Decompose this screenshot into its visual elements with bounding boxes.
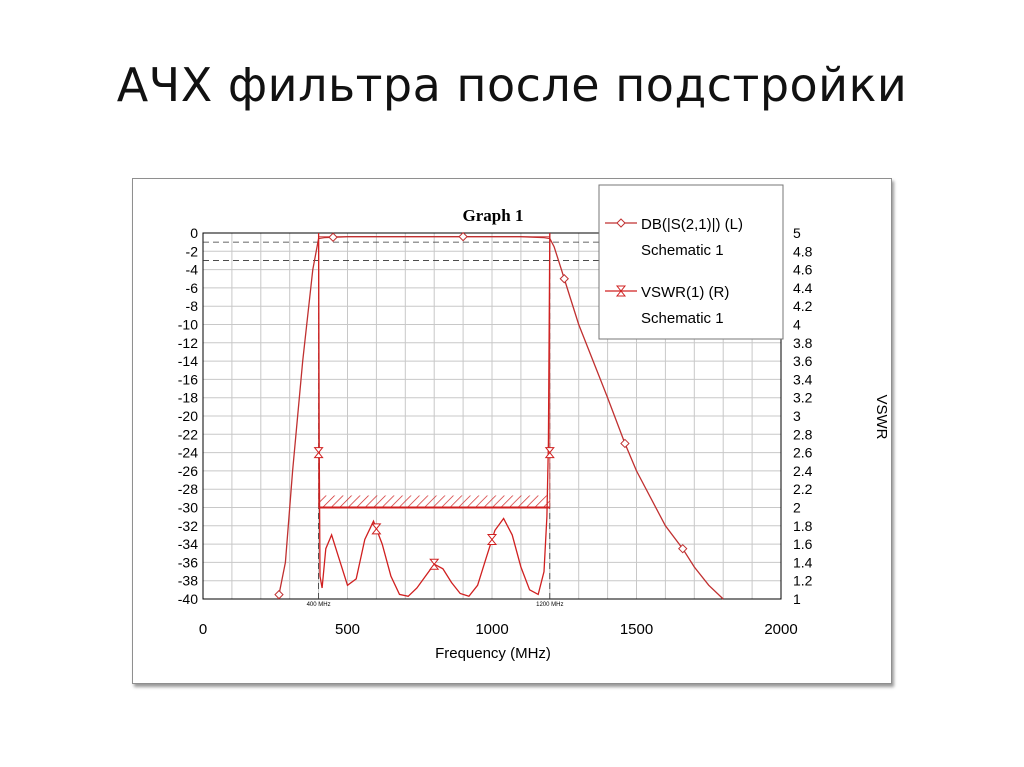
y-right-tick-label: 3.8: [793, 335, 813, 351]
y-right-tick-label: 2.2: [793, 481, 813, 497]
y-right-tick-label: 2: [793, 500, 801, 516]
y-right-tick-label: 2.4: [793, 463, 813, 479]
y-right-tick-label: 1.2: [793, 573, 813, 589]
y-right-tick-label: 4.6: [793, 262, 813, 278]
x-tick-label: 1000: [475, 621, 508, 638]
y-left-tick-label: -18: [178, 390, 198, 406]
series-marker-diamond: [458, 231, 468, 242]
series-marker-hourglass: [313, 447, 324, 459]
series-marker-diamond: [620, 438, 630, 449]
slide-title: АЧХ фильтра после подстройки: [116, 58, 908, 112]
y-right-tick-label: 4.8: [793, 243, 813, 259]
y-left-tick-label: -40: [178, 591, 198, 607]
x-tick-label: 1500: [620, 621, 653, 638]
legend-marker-1: [616, 218, 626, 228]
series-marker-diamond: [559, 274, 569, 284]
x-axis-label: Frequency (MHz): [435, 645, 551, 662]
y-right-tick-label: 1.6: [793, 536, 813, 552]
y-left-tick-label: -10: [178, 317, 198, 333]
y-left-tick-label: -12: [178, 335, 198, 351]
y-left-tick-label: 0: [190, 225, 198, 241]
plot-border: [202, 232, 782, 600]
x-tick-label: 500: [335, 621, 360, 638]
y-left-tick-label: -24: [178, 445, 198, 461]
series-line-2: [317, 232, 551, 598]
right-y-axis-label: VSWR: [873, 395, 890, 440]
y-right-tick-label: 4: [793, 317, 801, 333]
legend-sub-1: Schematic 1: [641, 242, 724, 259]
y-right-tick-label: 4.4: [793, 280, 813, 296]
legend-label-2: VSWR(1) (R): [641, 284, 729, 301]
chart-title: Graph 1: [463, 206, 524, 225]
y-right-tick-label: 2.6: [793, 445, 813, 461]
x-tick-label: 0: [199, 621, 207, 638]
y-left-tick-label: -20: [178, 408, 198, 424]
chart-figure: 0 5 -2 4.8 -4 4.6 -6 4.4 -8 4.2 -10 4 -12 3.8 -14 3.6 -1…: [132, 178, 892, 684]
series-marker-hourglass: [486, 534, 498, 546]
y-right-tick-label: 1.4: [793, 554, 813, 570]
legend-box: [598, 184, 784, 340]
y-left-tick-label: -14: [178, 353, 198, 369]
y-left-tick-label: -34: [178, 536, 198, 552]
series-marker-hourglass: [371, 523, 382, 535]
y-left-tick-label: -26: [178, 463, 198, 479]
y-left-tick-label: -6: [186, 280, 199, 296]
y-left-tick-label: -16: [178, 371, 198, 387]
y-right-tick-label: 3.6: [793, 353, 813, 369]
frequency-marker-label: 1200 MHz: [536, 602, 563, 608]
y-left-tick-label: -22: [178, 426, 198, 442]
chart-svg: 0 5 -2 4.8 -4 4.6 -6 4.4 -8 4.2 -10 4 -12 3.8 -14 3.6 -1…: [178, 184, 890, 662]
series-marker-diamond: [678, 543, 688, 554]
series-marker-hourglass: [544, 447, 555, 459]
limit-hatch: [318, 495, 550, 508]
legend-label-1: DB(|S(2,1)|) (L): [641, 216, 743, 233]
frequency-marker-label: 400 MHz: [307, 602, 331, 608]
series-marker-diamond: [328, 232, 338, 242]
y-left-tick-label: -38: [178, 573, 198, 589]
y-left-tick-label: -4: [186, 262, 199, 278]
y-right-tick-label: 2.8: [793, 426, 813, 442]
y-right-tick-label: 1.8: [793, 518, 813, 534]
y-right-tick-label: 1: [793, 591, 801, 607]
x-tick-label: 2000: [764, 621, 797, 638]
legend-sub-2: Schematic 1: [641, 310, 724, 327]
y-left-tick-label: -30: [178, 500, 198, 516]
y-right-tick-label: 3: [793, 408, 801, 424]
y-left-tick-label: -28: [178, 481, 198, 497]
series-marker-hourglass: [429, 558, 440, 570]
y-right-tick-label: 4.2: [793, 298, 813, 314]
y-right-tick-label: 3.4: [793, 371, 813, 387]
y-right-tick-label: 3.2: [793, 390, 813, 406]
legend-marker-2: [615, 285, 627, 297]
series-marker-diamond: [274, 589, 284, 600]
y-left-tick-label: -36: [178, 554, 198, 570]
y-left-tick-label: -2: [186, 243, 199, 259]
y-left-tick-label: -8: [186, 298, 199, 314]
y-left-tick-label: -32: [178, 518, 198, 534]
y-right-tick-label: 5: [793, 225, 801, 241]
